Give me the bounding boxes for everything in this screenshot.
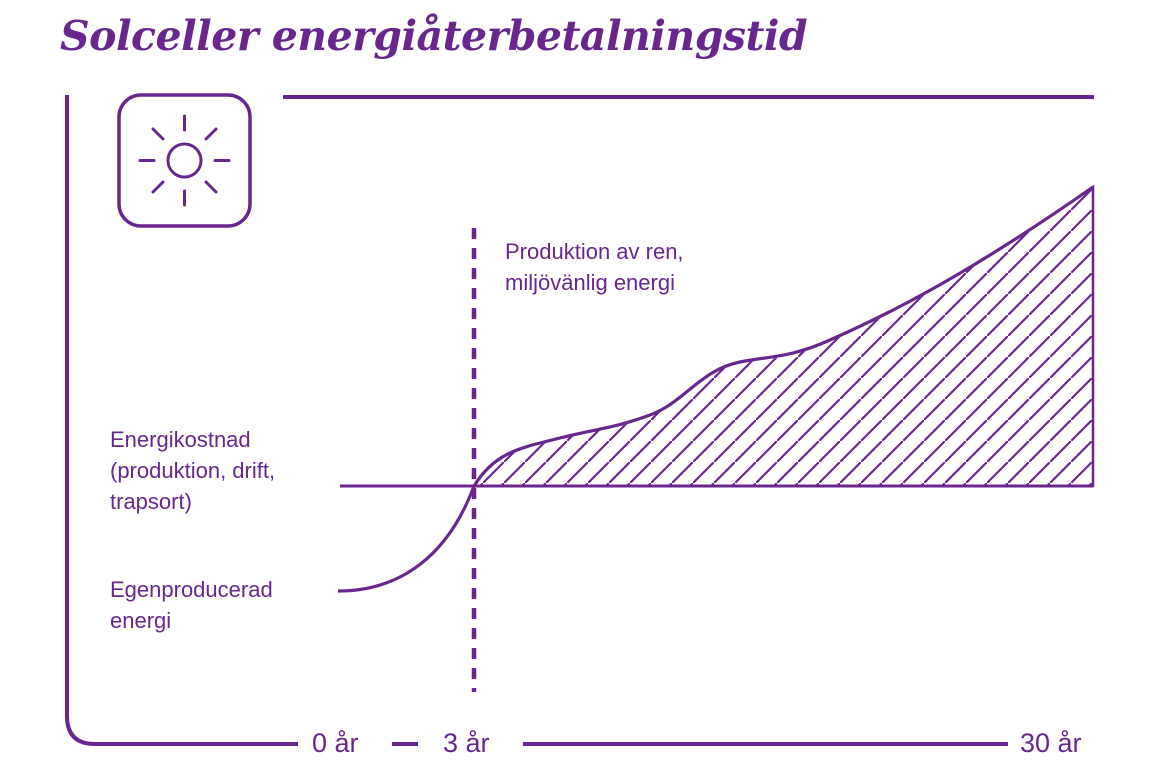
hatched-area	[471, 184, 1095, 488]
production-curve	[337, 185, 1094, 593]
energy-cost-label: Energikostnad (produktion, drift, trapso…	[110, 427, 276, 514]
axis-label-30-years: 30 år	[1020, 728, 1082, 758]
axis-label-3-years: 3 år	[443, 728, 490, 758]
axis-frame	[65, 95, 298, 746]
sun-icon	[117, 93, 252, 228]
page-title: Solceller energiåterbetalningstid	[60, 12, 808, 60]
production-label: Produktion av ren, miljövänlig energi	[505, 239, 684, 295]
axis-label-0-years: 0 år	[312, 728, 359, 758]
self-produced-label: Egenproducerad energi	[110, 577, 273, 633]
